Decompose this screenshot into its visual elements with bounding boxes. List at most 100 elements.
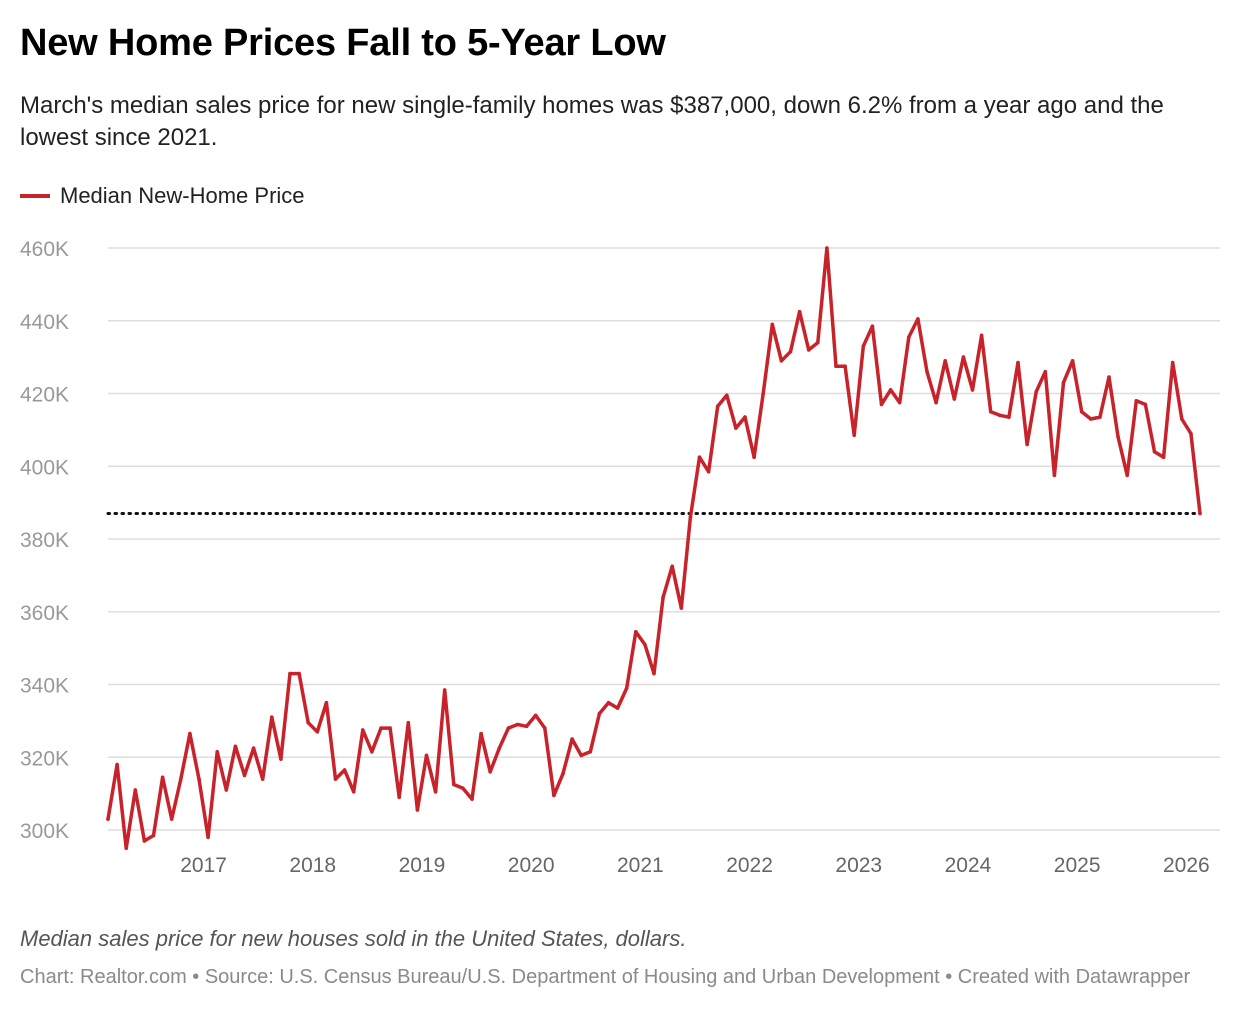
data-point: [943, 359, 947, 363]
x-tick-label: 2025: [1054, 854, 1101, 877]
data-point: [442, 688, 447, 692]
data-point: [752, 455, 756, 459]
data-point: [524, 724, 529, 729]
data-point: [725, 393, 729, 398]
data-point: [379, 726, 383, 730]
data-point: [1089, 417, 1093, 421]
x-tick-label: 2019: [399, 854, 446, 877]
legend-swatch: [20, 194, 50, 198]
data-point: [142, 839, 147, 843]
data-point: [160, 775, 165, 780]
data-point: [415, 808, 420, 812]
data-point: [852, 433, 856, 438]
x-tick-label: 2021: [617, 854, 664, 877]
data-point: [406, 720, 411, 725]
data-point: [388, 726, 392, 730]
data-point: [1107, 375, 1111, 379]
x-tick-label: 2018: [289, 854, 336, 877]
y-tick-label: 380K: [20, 529, 69, 552]
data-point: [1034, 389, 1038, 394]
data-point: [697, 455, 702, 459]
data-point: [570, 737, 574, 741]
data-point: [515, 722, 520, 727]
data-point: [988, 409, 993, 414]
data-point: [288, 671, 292, 676]
data-point: [897, 400, 902, 405]
data-point: [279, 757, 283, 761]
data-point: [806, 348, 811, 352]
data-point: [961, 355, 966, 359]
data-point: [433, 790, 438, 794]
data-point: [169, 817, 174, 821]
data-point: [115, 762, 119, 767]
y-tick-label: 360K: [20, 602, 69, 625]
data-point: [816, 340, 820, 345]
data-point: [215, 750, 219, 754]
data-point: [588, 750, 593, 754]
data-point: [133, 788, 138, 792]
data-point: [688, 515, 693, 519]
x-tick-label: 2023: [835, 854, 882, 877]
data-point: [270, 715, 274, 719]
data-point: [260, 777, 265, 781]
data-point: [1070, 359, 1075, 363]
data-point: [1143, 402, 1148, 407]
data-point: [743, 415, 747, 419]
data-point: [624, 686, 629, 690]
chart-notes: Median sales price for new houses sold i…: [20, 926, 687, 951]
data-point: [197, 777, 201, 781]
data-point: [843, 364, 847, 368]
data-point: [652, 671, 656, 676]
data-point: [670, 564, 674, 569]
x-tick-label: 2020: [508, 854, 555, 877]
data-point: [597, 711, 602, 716]
data-point: [1098, 415, 1102, 419]
data-point: [370, 750, 374, 754]
data-point: [715, 404, 720, 408]
data-point: [1116, 435, 1120, 439]
data-point: [770, 322, 775, 327]
data-point: [834, 364, 838, 368]
data-point: [1007, 415, 1011, 419]
chart-title: New Home Prices Fall to 5-Year Low: [20, 22, 666, 64]
data-point: [1161, 455, 1166, 459]
data-point: [1079, 409, 1084, 414]
x-tick-label: 2017: [180, 854, 227, 877]
data-point: [970, 388, 975, 392]
data-point: [870, 324, 875, 328]
data-point: [779, 359, 784, 363]
x-tick-label: 2024: [945, 854, 992, 877]
data-point: [124, 846, 128, 850]
data-point: [1052, 473, 1057, 478]
data-point: [1134, 399, 1139, 403]
data-point: [188, 731, 192, 736]
data-point: [861, 344, 866, 348]
data-point: [952, 397, 957, 401]
data-point: [1198, 511, 1202, 516]
data-point: [151, 833, 156, 838]
data-point: [324, 700, 329, 705]
data-point: [106, 817, 110, 821]
x-tick-label: 2026: [1163, 854, 1210, 877]
data-point: [661, 595, 665, 599]
data-point: [606, 700, 611, 705]
data-point: [479, 731, 483, 736]
y-tick-label: 320K: [20, 747, 69, 770]
data-point: [315, 730, 320, 734]
data-point: [1189, 431, 1193, 436]
y-tick-label: 460K: [20, 238, 69, 261]
data-point: [533, 713, 538, 718]
data-point: [552, 793, 556, 798]
data-point: [1025, 442, 1029, 447]
y-tick-label: 340K: [20, 675, 69, 698]
legend-label: Median New-Home Price: [60, 183, 305, 208]
data-point: [797, 309, 802, 314]
legend: Median New-Home Price: [20, 182, 305, 210]
data-point: [1061, 380, 1066, 385]
data-point: [224, 788, 229, 792]
data-point: [916, 317, 920, 321]
data-point: [306, 720, 311, 725]
y-tick-label: 400K: [20, 456, 69, 479]
data-point: [251, 746, 256, 750]
